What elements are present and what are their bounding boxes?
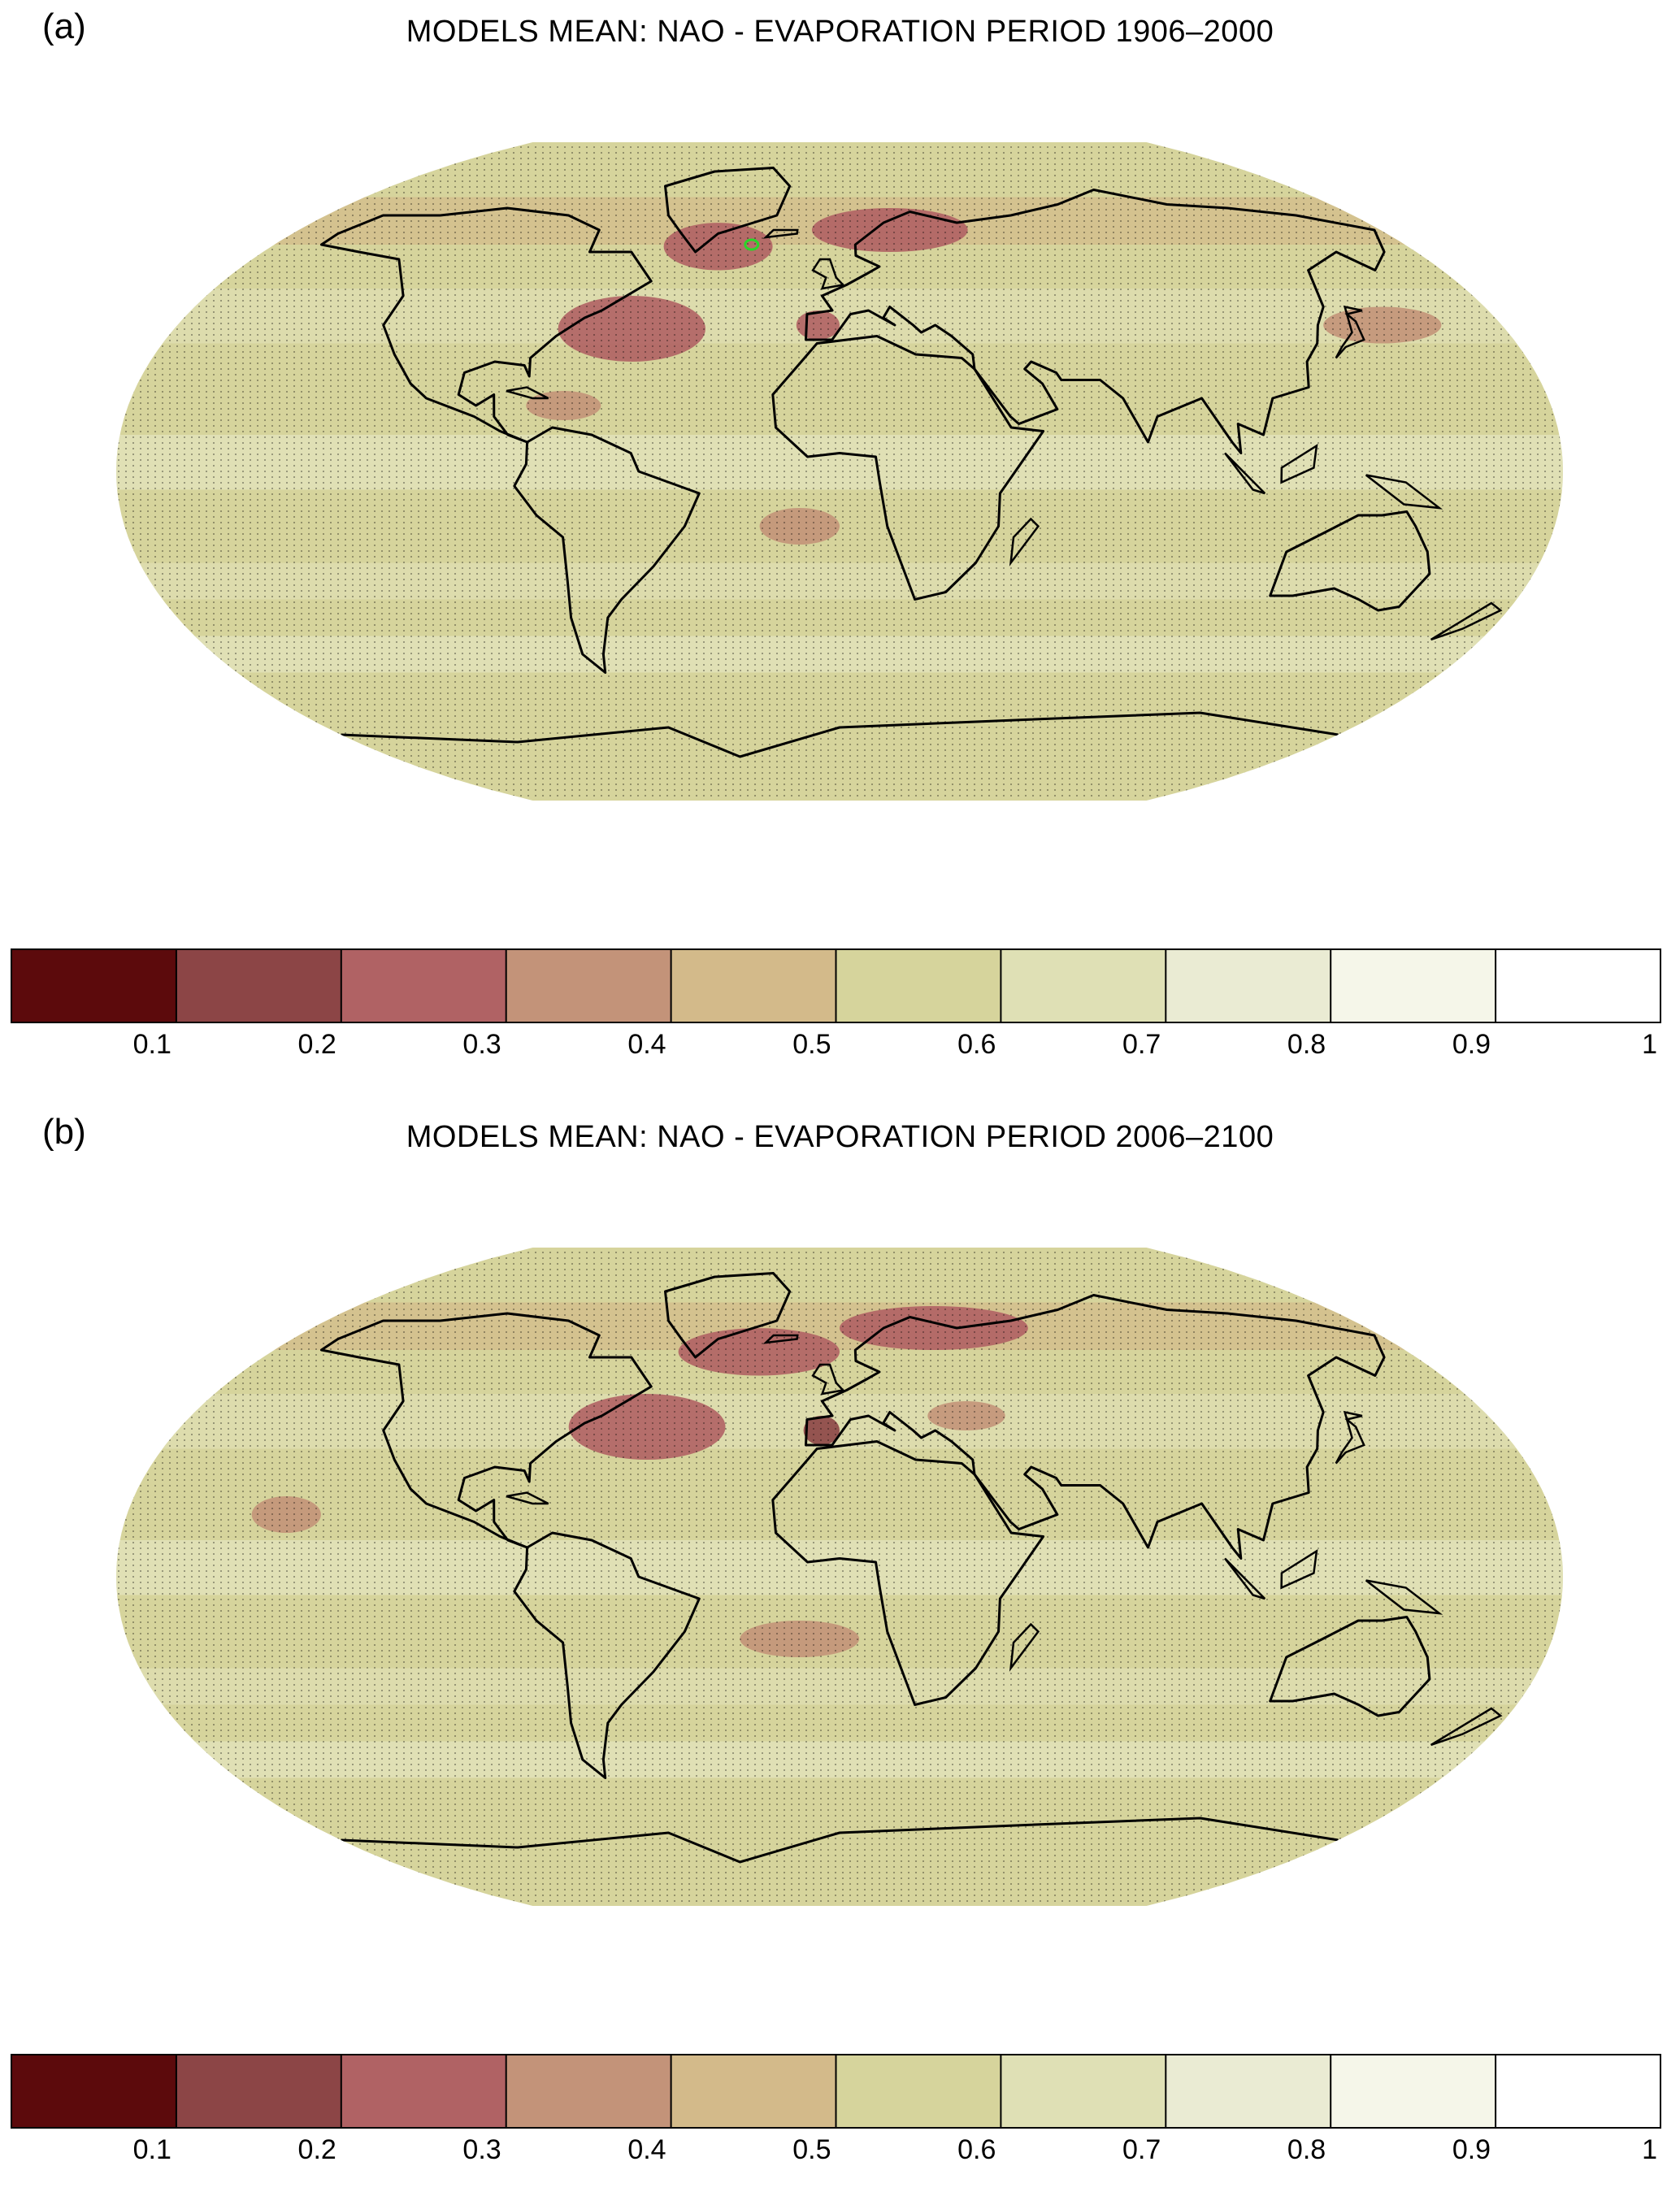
- world-map-panel-a: [116, 142, 1563, 801]
- africa-coast: [771, 1440, 1045, 1706]
- colorbar-swatch: [671, 2055, 836, 2128]
- colorbar-tick-label: 0.1: [133, 2134, 171, 2160]
- island-coast: [1224, 452, 1266, 495]
- colorbar-tick-label: 0.2: [298, 1029, 336, 1055]
- colorbar-swatch: [1166, 2055, 1331, 2128]
- colorbar-tick-label: 0.2: [298, 2134, 336, 2160]
- colorbar-tick-label: 0.3: [462, 2134, 501, 2160]
- panel-label: (b): [42, 1112, 86, 1152]
- colorbar-tick-label: 0.9: [1452, 2134, 1491, 2160]
- colorbar-swatch: [1001, 949, 1166, 1022]
- colorbar-tick-label: 0.7: [1122, 2134, 1161, 2160]
- colorbar-tick-label: 1: [1642, 2134, 1657, 2160]
- world-map-panel-b: [116, 1248, 1563, 1906]
- island-coast: [811, 1363, 845, 1396]
- eurasia-coast: [805, 1294, 1386, 1560]
- island-coast: [1009, 517, 1040, 566]
- significance-stipple: [116, 142, 1563, 801]
- island-coast: [1009, 1622, 1040, 1672]
- south-america-coast: [513, 1531, 701, 1779]
- island-coast: [506, 386, 549, 400]
- australia-coast: [1269, 510, 1431, 612]
- colorbar-swatch: [11, 2055, 176, 2128]
- colorbar-swatch: [341, 2055, 506, 2128]
- panel-title: MODELS MEAN: NAO - EVAPORATION PERIOD 19…: [406, 15, 1274, 49]
- island-coast: [762, 228, 799, 239]
- island-coast: [1430, 1707, 1503, 1747]
- colorbar-swatch: [506, 949, 671, 1022]
- north-america-coast: [319, 1312, 653, 1549]
- colorbar-tick-label: 0.6: [957, 2134, 996, 2160]
- colorbar-tick-label: 0.4: [627, 2134, 666, 2160]
- colorbar-swatch: [506, 2055, 671, 2128]
- colorbar-tick-label: 1: [1642, 1029, 1657, 1055]
- colorbar-tick-label: 0.5: [792, 1029, 831, 1055]
- colorbar-swatch: [1331, 2055, 1496, 2128]
- island-coast: [506, 1491, 549, 1505]
- colorbar-tick-label: 0.5: [792, 2134, 831, 2160]
- colorbar-swatch: [176, 2055, 341, 2128]
- island-coast: [1224, 1557, 1266, 1600]
- island-coast: [1365, 1579, 1443, 1615]
- colorbar-swatch: [836, 949, 1001, 1022]
- greenland-coast: [664, 1272, 792, 1359]
- colorbar-panel-b: 0.1 0.2 0.3 0.4 0.5 0.6 0.7 0.8 0.9 1: [11, 2054, 1661, 2160]
- australia-coast: [1269, 1616, 1431, 1717]
- colorbar-swatch: [836, 2055, 1001, 2128]
- island-coast: [811, 258, 845, 290]
- colorbar-swatch: [11, 949, 176, 1022]
- colorbar-tick-label: 0.7: [1122, 1029, 1161, 1055]
- panel-title: MODELS MEAN: NAO - EVAPORATION PERIOD 20…: [406, 1120, 1274, 1154]
- island-coast: [1335, 305, 1365, 359]
- colorbar-swatch: [671, 949, 836, 1022]
- north-america-coast: [319, 206, 653, 444]
- colorbar-panel-a: 0.1 0.2 0.3 0.4 0.5 0.6 0.7 0.8 0.9 1: [11, 948, 1661, 1055]
- colorbar-tick-label: 0.4: [627, 1029, 666, 1055]
- map-field: [116, 1248, 1563, 1906]
- colorbar-swatch: [176, 949, 341, 1022]
- colorbar-tick-label: 0.3: [462, 1029, 501, 1055]
- antarctica-coast: [341, 1817, 1339, 1864]
- significance-stipple: [116, 1248, 1563, 1906]
- island-coast: [1365, 474, 1443, 510]
- antarctica-coast: [341, 711, 1339, 758]
- island-coast: [1430, 601, 1503, 641]
- island-coast: [762, 1334, 799, 1344]
- colorbar-swatch: [1331, 949, 1496, 1022]
- africa-coast: [771, 335, 1045, 601]
- colorbar-swatch: [341, 949, 506, 1022]
- highlight-marker: [744, 238, 760, 251]
- eurasia-coast: [805, 189, 1386, 454]
- colorbar-tick-label: 0.9: [1452, 1029, 1491, 1055]
- colorbar-swatch: [1166, 949, 1331, 1022]
- colorbar-swatch: [1496, 2055, 1660, 2128]
- colorbar-swatch: [1496, 949, 1660, 1022]
- colorbar-tick-label: 0.1: [133, 1029, 171, 1055]
- island-coast: [1280, 444, 1318, 484]
- greenland-coast: [664, 167, 792, 254]
- island-coast: [1335, 1410, 1365, 1465]
- map-field: [116, 142, 1563, 801]
- panel-label: (a): [42, 7, 86, 46]
- south-america-coast: [513, 426, 701, 674]
- colorbar-tick-label: 0.6: [957, 1029, 996, 1055]
- colorbar-tick-label: 0.8: [1287, 1029, 1326, 1055]
- colorbar-tick-label: 0.8: [1287, 2134, 1326, 2160]
- colorbar-swatch: [1001, 2055, 1166, 2128]
- island-coast: [1280, 1549, 1318, 1590]
